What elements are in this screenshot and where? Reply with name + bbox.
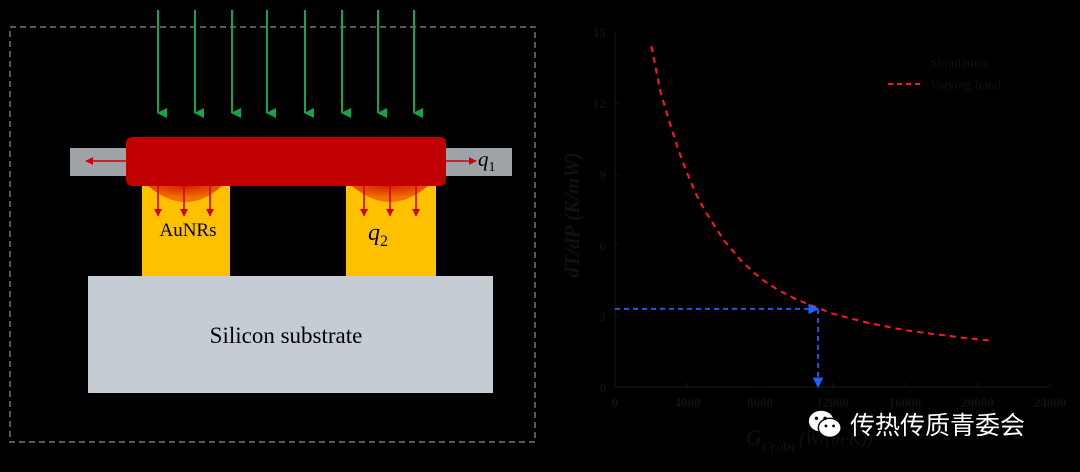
y-axis-label: dT/dP (K/mW): [560, 152, 584, 278]
legend-entry: Varying fiand.: [930, 77, 1004, 92]
heater-strip: [126, 137, 446, 186]
substrate-label: Silicon substrate: [210, 323, 363, 348]
y-tick-label: 15: [593, 25, 607, 40]
y-tick-label: 6: [600, 238, 607, 253]
chart-guide: [615, 309, 818, 387]
schematic: Silicon substrate AuNRs q1 q2: [10, 10, 535, 442]
wechat-icon: [806, 405, 844, 443]
y-tick-label: 3: [600, 309, 607, 324]
x-tick-label: 0: [612, 395, 619, 410]
x-tick-label: 8000: [747, 395, 773, 410]
watermark-text: 传热传质青委会: [850, 406, 1025, 442]
legend-title: Simulation: [930, 55, 988, 70]
y-tick-label: 0: [600, 380, 607, 395]
y-tick-label: 12: [593, 96, 606, 111]
x-tick-label: 24000: [1034, 395, 1067, 410]
y-tick-label: 9: [600, 167, 607, 182]
laser-arrows: [158, 10, 414, 113]
aunrs-label: AuNRs: [159, 220, 216, 241]
x-tick-label: 4000: [675, 395, 701, 410]
legend: Simulation Varying fiand.: [888, 55, 1004, 92]
watermark: 传热传质青委会: [806, 404, 1025, 444]
